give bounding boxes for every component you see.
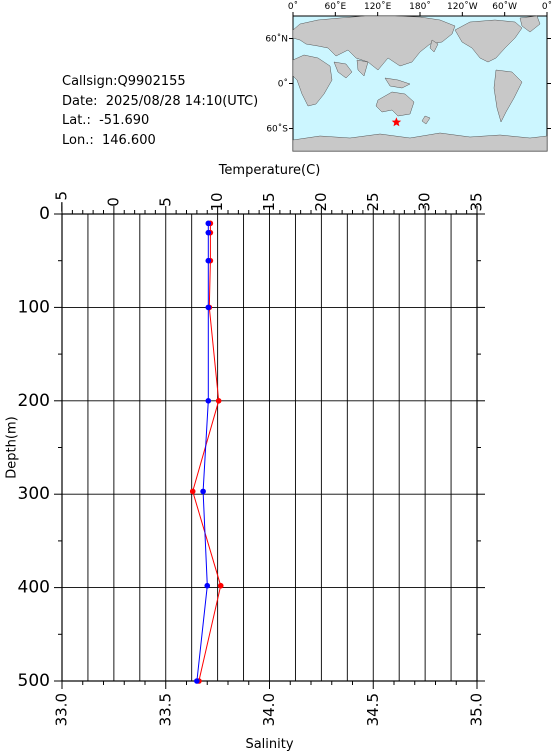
- salinity-tick-label: 33.0: [53, 693, 71, 726]
- station-info: Callsign:Q9902155 Date: 2025/08/28 14:10…: [62, 72, 258, 150]
- longitude-text: Lon.: 146.600: [62, 132, 156, 148]
- salinity-tick-label: 33.5: [156, 693, 174, 726]
- salinity-point: [205, 398, 212, 404]
- temperature-tick-label: 10: [208, 192, 226, 211]
- temperature-tick-label: 20: [312, 192, 330, 211]
- salinity-tick-label: 35.0: [468, 693, 486, 726]
- salinity-point: [204, 582, 211, 589]
- depth-tick-label: 500: [18, 671, 50, 691]
- latitude-text: Lat.: -51.690: [62, 113, 150, 128]
- depth-tick-label: 0: [39, 204, 50, 224]
- map-lon-label: 0˚: [288, 1, 298, 12]
- salinity-point: [205, 220, 212, 227]
- depth-tick-label: 300: [18, 484, 50, 504]
- date-text: Date: 2025/08/28 14:10(UTC): [62, 93, 259, 109]
- temperature-point: [217, 582, 224, 589]
- map-lat-label: 60˚N: [265, 34, 288, 45]
- map-lon-label: 60˚W: [492, 1, 517, 12]
- salinity-line: [196, 223, 209, 682]
- depth-tick-label: 200: [18, 391, 50, 411]
- callsign-text: Callsign:Q9902155: [62, 74, 186, 89]
- temperature-tick-label: 35: [468, 192, 486, 211]
- temperature-tick-label: 0: [104, 197, 122, 207]
- map-lon-label: 120˚E: [364, 1, 392, 12]
- map-lon-label: 120˚W: [447, 1, 478, 12]
- map-labels: 0˚ 60˚E 120˚E 180˚ 120˚W 60˚W 0˚ 60˚N 0˚ 60˚S: [265, 1, 552, 135]
- salinity-point: [205, 257, 212, 264]
- map-lon-label: 60˚E: [325, 1, 347, 12]
- salinity-tick-label: 34.0: [260, 693, 278, 726]
- star-marker: [391, 117, 402, 127]
- depth-tick-label: 400: [18, 578, 50, 598]
- temperature-tick-label: 15: [260, 192, 278, 211]
- salinity-tick-label: 34.5: [364, 693, 382, 726]
- salinity-point: [194, 678, 200, 684]
- map-lat-label: 0˚: [278, 79, 288, 90]
- salinity-point: [205, 304, 212, 311]
- temperature-tick-label: 30: [416, 192, 434, 211]
- temperature-tick-label: 5: [156, 197, 174, 207]
- temperature-point: [189, 488, 196, 495]
- station-marker-icon: [391, 117, 402, 127]
- map-lon-label: 180˚: [409, 1, 431, 12]
- temperature-tick-label: 25: [364, 192, 382, 211]
- temperature-line: [192, 223, 222, 682]
- salinity-axis-label: Salinity: [245, 737, 293, 751]
- temperature-point: [215, 398, 222, 404]
- depth-tick-label: 100: [18, 297, 50, 317]
- salinity-point: [205, 229, 212, 236]
- map-lon-label: 0˚: [542, 1, 552, 12]
- temperature-axis-label: Temperature(C): [218, 163, 321, 178]
- salinity-point: [200, 488, 206, 495]
- map-land: [292, 15, 548, 152]
- temperature-tick-label: −5: [53, 191, 71, 213]
- series-layer: [189, 220, 224, 684]
- map-ticks: [289, 12, 551, 129]
- map-lat-label: 60˚S: [266, 124, 288, 135]
- location-map: 0˚ 60˚E 120˚E 180˚ 120˚W 60˚W 0˚ 60˚N 0˚ 60˚S: [265, 1, 552, 152]
- depth-axis-label: Depth(m): [5, 416, 20, 478]
